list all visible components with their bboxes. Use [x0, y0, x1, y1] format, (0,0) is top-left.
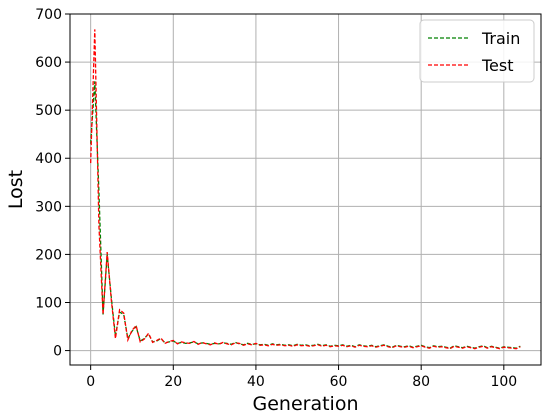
- y-tick-label: 500: [35, 103, 62, 119]
- y-tick-label: 300: [35, 199, 62, 215]
- x-tick-label: 0: [86, 374, 95, 390]
- plot-frame: [69, 13, 542, 366]
- x-tick-label: 100: [490, 374, 517, 390]
- y-tick-label: 100: [35, 295, 62, 311]
- y-tick-label: 700: [35, 7, 62, 23]
- legend-label-test: Test: [481, 56, 514, 75]
- x-tick-label: 60: [330, 374, 348, 390]
- legend-box: [419, 19, 535, 83]
- series-lines: [90, 29, 521, 350]
- y-tick-label: 600: [35, 55, 62, 71]
- y-tick-label: 400: [35, 151, 62, 167]
- y-tick-label: 0: [53, 344, 62, 360]
- x-axis-label: Generation: [253, 393, 359, 415]
- legend: Train Test: [419, 19, 535, 83]
- x-tick-label: 80: [412, 374, 430, 390]
- x-tick-label: 40: [247, 374, 265, 390]
- x-tick-label: 20: [164, 374, 182, 390]
- series-line-test: [90, 29, 521, 350]
- y-tick-label: 200: [35, 247, 62, 263]
- legend-label-train: Train: [481, 29, 520, 48]
- y-axis-label: Lost: [5, 170, 27, 209]
- axis-ticks: 0 20 40 60 80 100 0 100 200 300 400 500 600 700: [35, 7, 517, 390]
- series-line-train: [90, 81, 521, 349]
